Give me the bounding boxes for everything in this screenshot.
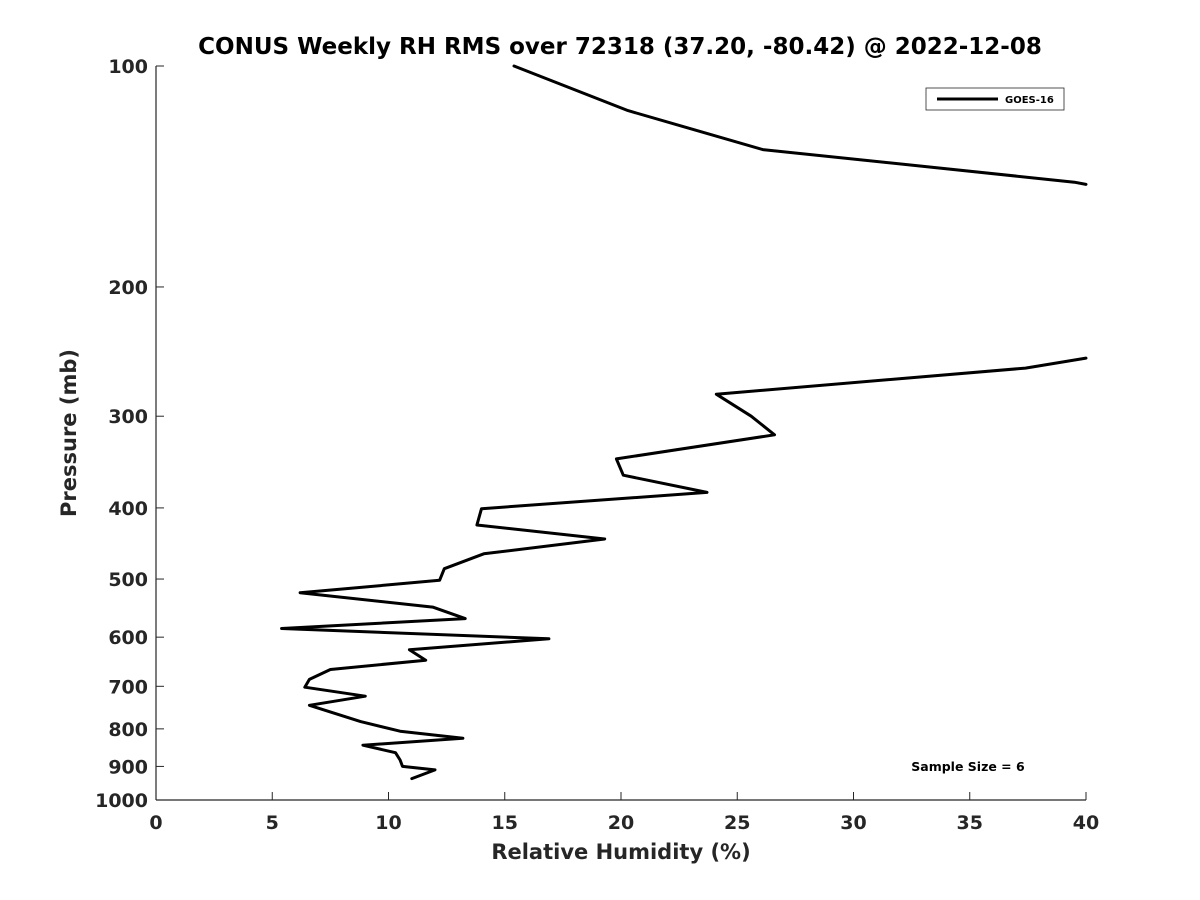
sample-size-annotation: Sample Size = 6: [911, 759, 1025, 774]
y-tick-label: 500: [108, 569, 148, 591]
x-tick-label: 25: [724, 812, 750, 834]
x-tick-label: 20: [608, 812, 634, 834]
y-tick-label: 800: [108, 719, 148, 741]
chart-title: CONUS Weekly RH RMS over 72318 (37.20, -…: [198, 34, 1042, 60]
x-ticks: 0 5 10 15 20 25 30 35 40: [149, 792, 1099, 834]
plot-area: [280, 64, 1088, 781]
axes: 0 5 10 15 20 25 30 35 40 100 200 300 400 500 600 700 80…: [95, 56, 1099, 834]
x-axis-label: Relative Humidity (%): [491, 840, 750, 864]
x-tick-label: 5: [266, 812, 279, 834]
series-line-goes16-segment-2: [280, 356, 1088, 781]
x-tick-label: 15: [492, 812, 518, 834]
legend: GOES-16: [925, 87, 1065, 111]
y-tick-label: 600: [108, 627, 148, 649]
legend-label-goes16: GOES-16: [1005, 95, 1054, 106]
y-ticks: 100 200 300 400 500 600 700 800 900 1000: [95, 56, 164, 812]
y-tick-label: 700: [108, 676, 148, 698]
y-tick-label: 100: [108, 56, 148, 78]
y-tick-label: 200: [108, 277, 148, 299]
x-tick-label: 10: [375, 812, 401, 834]
x-tick-label: 40: [1073, 812, 1099, 834]
x-tick-label: 35: [957, 812, 983, 834]
y-tick-label: 300: [108, 406, 148, 428]
y-tick-label: 400: [108, 498, 148, 520]
series-line-goes16-segment-1: [512, 64, 1088, 186]
y-tick-label: 900: [108, 756, 148, 778]
series-layer: [280, 64, 1088, 781]
x-tick-label: 30: [840, 812, 866, 834]
y-axis-label: Pressure (mb): [57, 349, 81, 517]
y-tick-label: 1000: [95, 790, 148, 812]
x-tick-label: 0: [149, 812, 162, 834]
